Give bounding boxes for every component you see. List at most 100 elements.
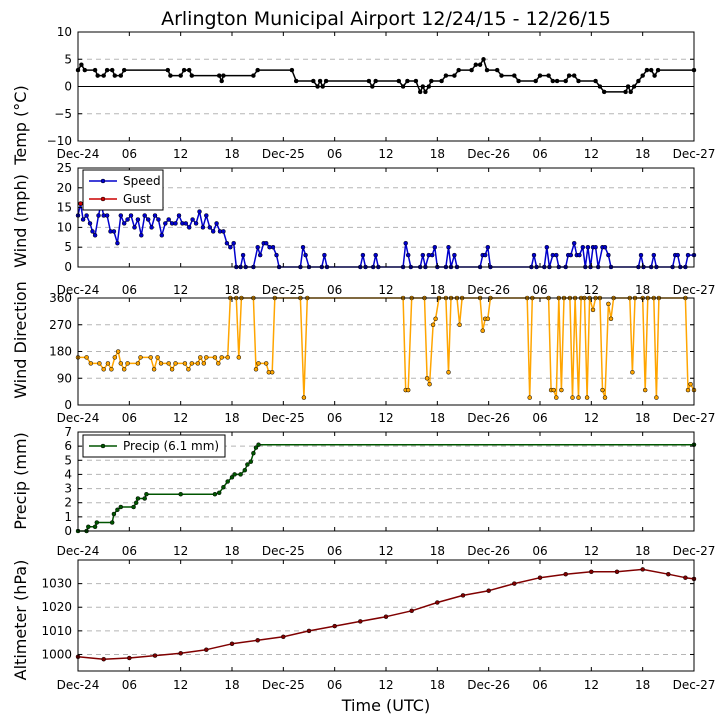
y-tick-label: 1010 (41, 624, 72, 638)
data-point (181, 67, 187, 73)
data-point (182, 361, 188, 366)
data-point (221, 484, 226, 490)
data-point (435, 600, 440, 605)
x-tick-label: Dec-27 (673, 544, 716, 558)
x-tick-label: 12 (584, 283, 599, 297)
data-point (242, 467, 248, 473)
series-line-speed (77, 202, 694, 268)
series-line-precip-6-1-mm- (78, 443, 694, 532)
data-point (104, 213, 110, 218)
x-tick-label: 06 (532, 544, 547, 558)
data-point (358, 619, 363, 624)
x-tick-label: Dec-27 (673, 147, 716, 161)
data-point (97, 361, 102, 366)
data-point (121, 367, 127, 372)
x-tick-label: 18 (224, 283, 239, 297)
data-point (152, 653, 158, 658)
x-tick-label: 12 (584, 544, 599, 558)
x-tick-label: 06 (532, 147, 547, 161)
data-point (584, 395, 590, 400)
x-tick-label: 18 (635, 283, 650, 297)
data-point (224, 240, 230, 246)
data-point (158, 361, 164, 366)
x-tick-label: Dec-26 (467, 147, 510, 161)
y-axis-label: Altimeter (hPa) (11, 560, 30, 681)
data-point (628, 89, 633, 95)
data-point (219, 78, 224, 84)
data-point (430, 322, 436, 328)
data-point (512, 581, 517, 586)
y-tick-label: 1 (64, 510, 72, 524)
data-point (166, 217, 171, 222)
data-point (473, 62, 479, 67)
data-point (204, 647, 209, 652)
data-point (373, 252, 378, 258)
y-tick-label: 1030 (41, 577, 72, 591)
data-point (600, 387, 605, 393)
data-point (370, 84, 375, 89)
y-tick-label: 1000 (41, 647, 72, 661)
data-point (189, 361, 195, 366)
data-point (648, 67, 654, 73)
data-point (429, 78, 434, 84)
data-point (125, 217, 130, 222)
data-point (253, 367, 259, 372)
x-tick-label: 12 (173, 147, 188, 161)
x-tick-label: 06 (327, 411, 342, 425)
data-point (87, 221, 93, 226)
x-tick-label: Dec-24 (57, 411, 100, 425)
x-tick-label: 12 (173, 678, 188, 692)
data-point (644, 67, 650, 73)
legend: Precip (6.1 mm) (82, 434, 226, 458)
data-point (546, 73, 551, 78)
data-point (155, 355, 160, 360)
data-point (214, 221, 219, 226)
data-point (197, 209, 202, 214)
data-point (173, 361, 178, 366)
x-tick-label: 18 (224, 544, 239, 558)
chart-title: Arlington Municipal Airport 12/24/15 - 1… (161, 8, 611, 30)
x-tick-label: 06 (122, 544, 137, 558)
y-tick-label: 360 (49, 291, 72, 305)
data-point (204, 355, 209, 360)
data-point (373, 78, 378, 84)
data-point (138, 355, 143, 360)
data-point (427, 381, 432, 387)
data-point (135, 217, 141, 222)
data-point (131, 504, 136, 510)
legend-swatch-marker (100, 196, 106, 202)
x-tick-label: Dec-25 (262, 283, 305, 297)
x-tick-label: 18 (224, 147, 239, 161)
data-point (614, 569, 620, 575)
data-point (245, 462, 250, 467)
data-point (323, 78, 329, 84)
data-point (229, 475, 235, 480)
data-point (92, 67, 98, 73)
data-point (606, 252, 611, 258)
y-tick-label: 0 (64, 80, 72, 94)
legend-swatch-marker (100, 178, 106, 184)
data-point (105, 361, 111, 366)
data-point (477, 62, 483, 67)
y-tick-label: 25 (57, 161, 72, 175)
x-axis-label: Time (UTC) (341, 696, 430, 715)
data-point (263, 361, 269, 366)
x-tick-label: Dec-25 (262, 678, 305, 692)
x-tick-label: Dec-27 (673, 411, 716, 425)
data-point (121, 67, 127, 73)
data-point (413, 78, 419, 84)
x-tick-label: 06 (327, 678, 342, 692)
x-tick-label: 06 (532, 283, 547, 297)
data-point (256, 361, 261, 366)
data-point (225, 355, 230, 360)
data-point (127, 655, 132, 661)
data-point (204, 213, 209, 218)
x-tick-label: 18 (430, 678, 445, 692)
data-point (480, 328, 485, 333)
data-point (193, 221, 199, 226)
data-point (95, 73, 100, 78)
data-point (135, 496, 141, 501)
y-tick-label: 5 (64, 453, 72, 467)
